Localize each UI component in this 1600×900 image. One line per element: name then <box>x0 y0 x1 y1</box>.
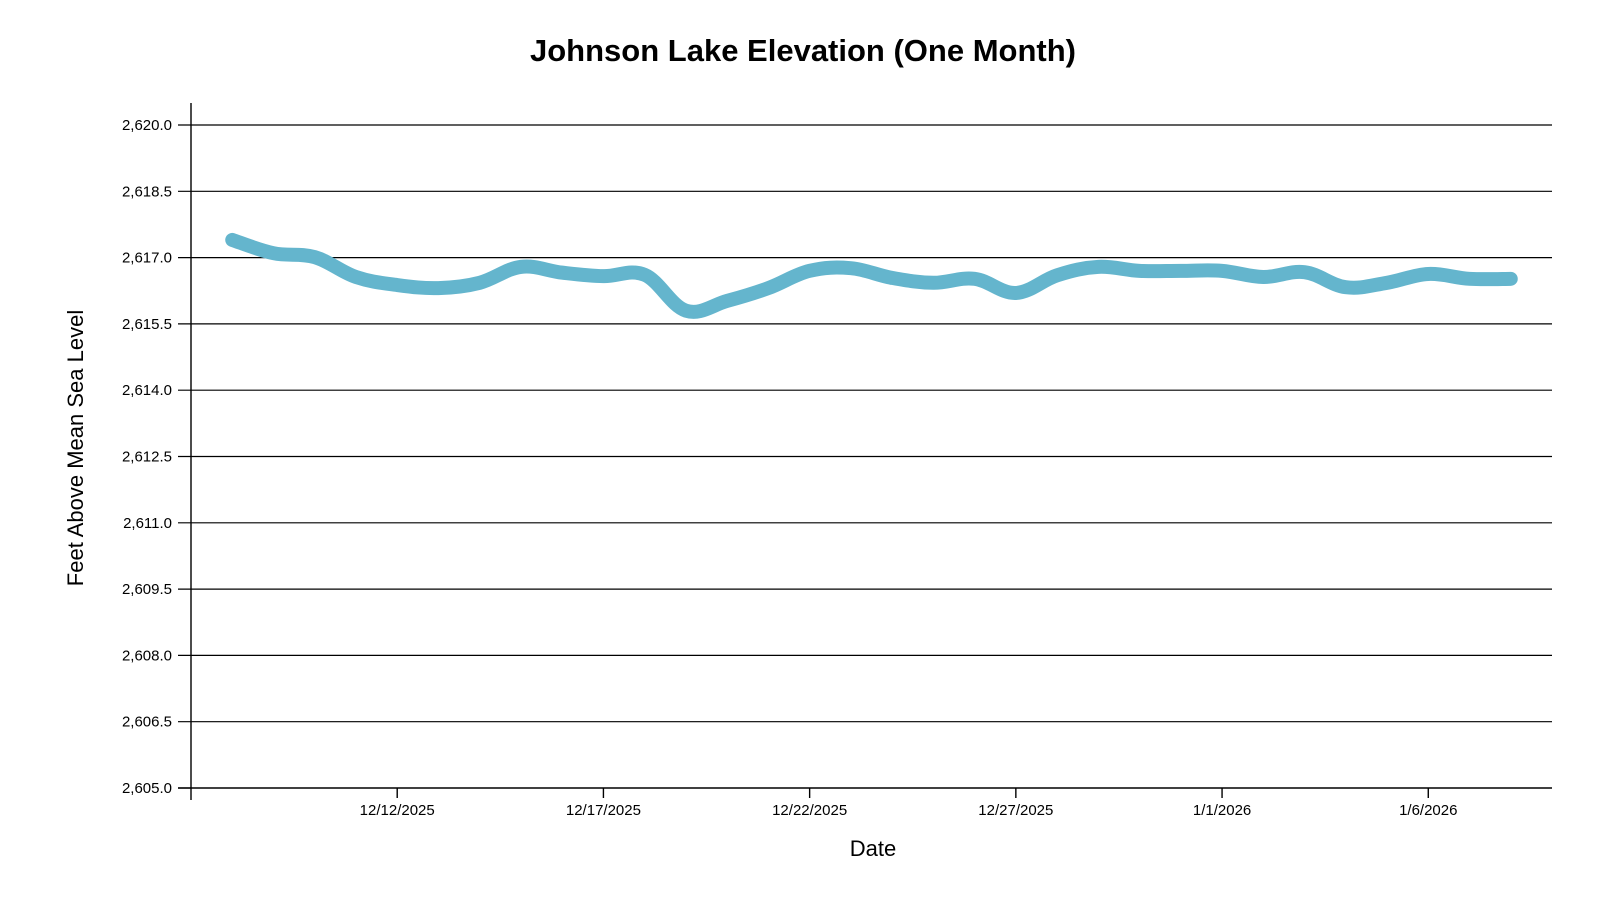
y-tick-label: 2,615.5 <box>122 316 172 333</box>
x-tick-label: 12/12/2025 <box>360 802 435 819</box>
x-axis-ticks: 12/12/2025 12/17/2025 12/22/2025 12/27/2025… <box>360 788 1457 819</box>
y-tick-label: 2,620.0 <box>122 117 172 134</box>
gridlines <box>178 124 1552 723</box>
y-tick-label: 2,612.5 <box>122 449 172 466</box>
y-tick-label: 2,609.5 <box>122 581 172 598</box>
y-tick-label: 2,608.0 <box>122 647 172 664</box>
y-tick-label: 2,606.5 <box>122 714 172 731</box>
series-line-elevation <box>225 232 1518 319</box>
y-axis-ticks: 2,605.0 2,606.5 2,608.0 2,609.5 2,611.0 2,612… <box>122 117 191 797</box>
series-layer <box>225 232 1518 319</box>
x-tick-label: 12/17/2025 <box>566 802 641 819</box>
y-tick-label: 2,617.0 <box>122 250 172 267</box>
y-tick-label: 2,614.0 <box>122 382 172 399</box>
y-tick-label: 2,605.0 <box>122 780 172 797</box>
y-tick-label: 2,611.0 <box>123 515 172 532</box>
chart-title: Johnson Lake Elevation (One Month) <box>530 33 1076 68</box>
x-axis-label: Date <box>850 836 896 861</box>
y-axis-label: Feet Above Mean Sea Level <box>63 310 88 586</box>
y-tick-label: 2,618.5 <box>122 183 172 200</box>
x-tick-label: 1/6/2026 <box>1399 802 1457 819</box>
x-tick-label: 12/22/2025 <box>772 802 847 819</box>
x-tick-label: 12/27/2025 <box>978 802 1053 819</box>
x-tick-label: 1/1/2026 <box>1193 802 1251 819</box>
axes <box>178 103 1552 800</box>
